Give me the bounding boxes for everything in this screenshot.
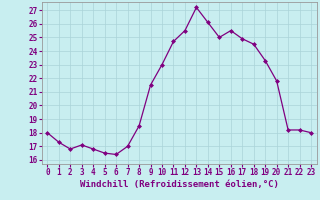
X-axis label: Windchill (Refroidissement éolien,°C): Windchill (Refroidissement éolien,°C) — [80, 180, 279, 189]
